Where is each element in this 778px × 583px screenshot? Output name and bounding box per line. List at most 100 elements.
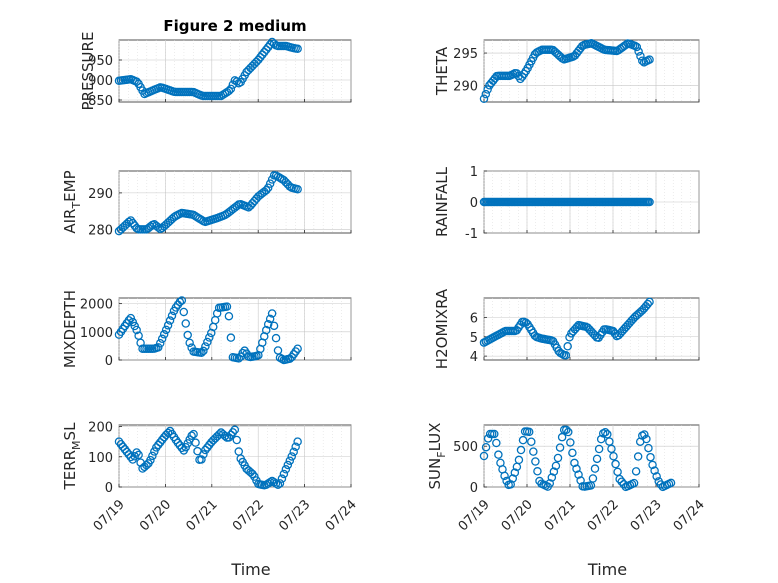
data-point: [557, 349, 567, 359]
y-tick-label: 2000: [80, 298, 113, 313]
x-tick-label: 07/21: [184, 497, 221, 534]
data-point: [483, 85, 492, 94]
data-point: [277, 474, 287, 483]
data-point: [291, 442, 300, 452]
subplot-h2omixra: 4 5 6 H2OMIXRA: [433, 288, 700, 369]
data-point: [565, 333, 574, 342]
y-tick-label: 6: [470, 311, 478, 326]
data-point: [631, 467, 641, 476]
data-point: [261, 185, 271, 195]
data-point: [293, 184, 302, 194]
data-point: [656, 480, 666, 489]
y-tick-label: 500: [453, 440, 478, 455]
data-point: [163, 428, 173, 438]
data-point: [271, 333, 281, 343]
x-tick-label: 07/19: [456, 497, 493, 534]
data-point: [609, 452, 618, 461]
data-point: [570, 458, 579, 468]
data-point: [234, 354, 243, 363]
data-point: [159, 330, 169, 339]
data-point: [132, 448, 141, 457]
data-point: [629, 478, 639, 488]
y-tick-label: 295: [453, 47, 478, 62]
data-point: [492, 438, 501, 448]
chart-title: Figure 2 medium: [163, 17, 306, 35]
y-axis-label: THETA: [433, 46, 451, 96]
data-point: [183, 330, 192, 340]
data-point: [165, 316, 175, 325]
x-tick-label: 07/20: [499, 497, 536, 534]
data-point: [124, 316, 134, 325]
data-point: [230, 425, 240, 435]
data-point: [518, 435, 528, 445]
y-axis-label: SUNFLUX: [426, 423, 448, 490]
data-point: [185, 338, 194, 348]
subplot-airtemp: 280 290 AIRTEMP: [61, 170, 352, 238]
data-point: [592, 454, 602, 464]
data-point: [189, 429, 198, 439]
data-point: [281, 465, 291, 474]
data-point: [481, 89, 491, 99]
data-point: [163, 321, 173, 330]
data-point: [222, 302, 232, 311]
data-point: [650, 466, 659, 475]
y-tick-label: 4: [470, 350, 478, 365]
data-point: [551, 461, 561, 471]
data-point: [283, 460, 293, 470]
y-tick-label: 1: [470, 165, 478, 180]
x-tick-label: 07/24: [323, 497, 360, 534]
data-point: [601, 428, 610, 437]
data-point: [212, 309, 222, 318]
data-point: [529, 447, 538, 456]
data-point: [500, 471, 509, 481]
data-point: [167, 311, 177, 321]
data-point: [199, 450, 208, 459]
data-point: [615, 474, 624, 484]
x-tick-label: 07/21: [542, 497, 579, 534]
data-point: [527, 437, 536, 446]
data-point: [561, 351, 571, 360]
data-point: [175, 297, 185, 307]
data-point: [265, 314, 275, 324]
x-tick-label: 07/23: [276, 497, 313, 534]
data-point: [293, 344, 302, 353]
y-axis-label: AIRTEMP: [61, 170, 83, 233]
data-point: [643, 299, 652, 309]
data-point: [134, 450, 143, 460]
data-point: [220, 431, 230, 441]
y-tick-label: 1000: [80, 326, 113, 341]
x-tick-label: 07/22: [585, 497, 622, 534]
data-point: [155, 339, 165, 348]
data-point: [566, 438, 575, 447]
data-point: [279, 469, 289, 479]
data-point: [632, 42, 642, 52]
x-axis-label: Time: [587, 560, 627, 579]
data-point: [634, 47, 643, 56]
data-point: [545, 479, 555, 488]
data-point: [177, 296, 187, 305]
data-point: [588, 474, 598, 483]
data-point: [136, 338, 145, 348]
data-point: [157, 334, 167, 344]
data-point: [553, 453, 563, 463]
data-point: [508, 474, 518, 483]
data-point: [203, 337, 212, 347]
data-point: [197, 215, 206, 225]
data-point: [201, 342, 210, 351]
data-point: [148, 451, 157, 461]
data-point: [617, 477, 626, 486]
data-point: [555, 443, 565, 452]
data-point: [197, 348, 206, 358]
x-tick-label: 07/24: [671, 497, 708, 534]
y-tick-label: 0: [470, 481, 478, 496]
data-point: [514, 455, 524, 465]
data-point: [128, 317, 137, 327]
data-point: [205, 333, 214, 342]
data-point: [265, 477, 275, 487]
data-point: [516, 445, 526, 455]
data-point: [652, 472, 661, 481]
y-tick-label: 290: [453, 80, 478, 95]
